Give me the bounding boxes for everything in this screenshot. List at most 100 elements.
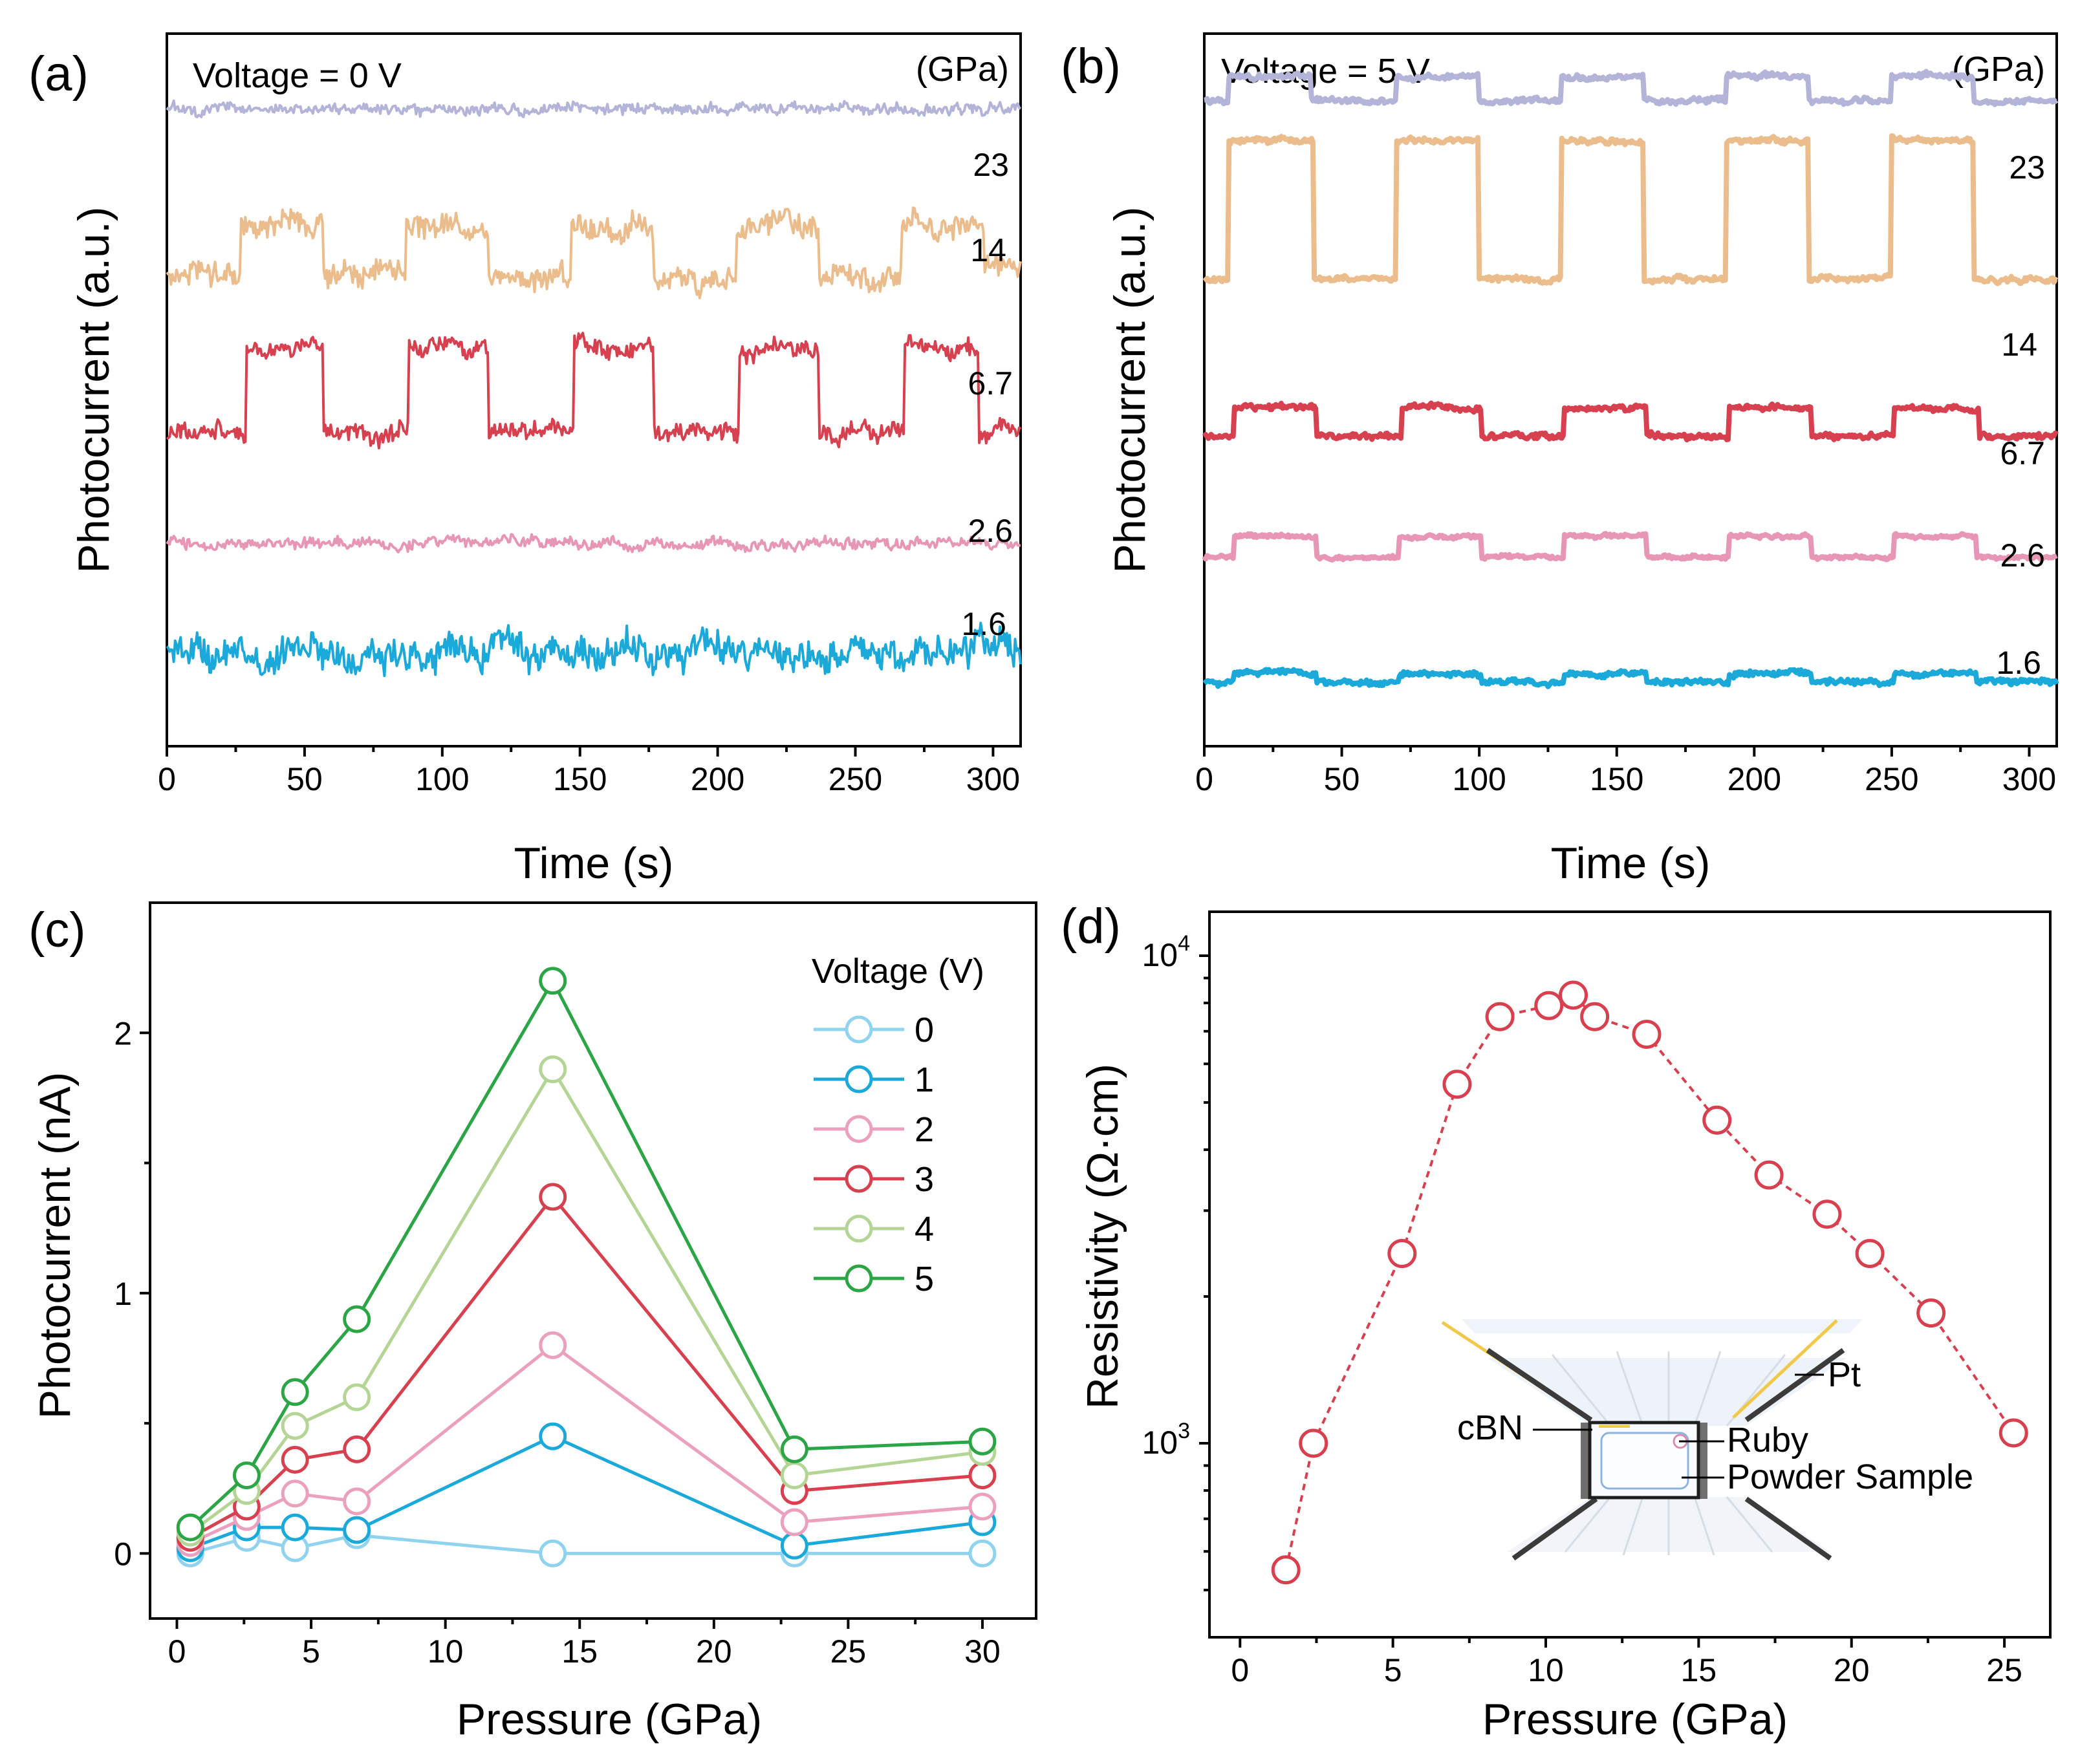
- c-x-tick-label-30: 30: [964, 1633, 1001, 1670]
- panel-a-unit-label: (GPa): [916, 50, 1009, 89]
- c-point-5v: [281, 1378, 309, 1406]
- x-tick-label-150: 150: [553, 761, 607, 797]
- c-legend-marker-0: [845, 1015, 873, 1044]
- trace-6-7-gpa: [1202, 400, 2059, 443]
- d-point: [1999, 1418, 2028, 1448]
- c-point-5v: [968, 1427, 997, 1456]
- c-x-tick-label-25: 25: [830, 1633, 867, 1670]
- panel-c-series: [176, 967, 997, 1567]
- c-point-1v: [539, 1422, 567, 1450]
- panel-b-traces: 23 14 6.7 2.6 1.6: [1202, 69, 2059, 689]
- inset-upper-anvil: [1488, 1358, 1847, 1426]
- c-x-tick-label-15: 15: [561, 1633, 598, 1670]
- c-legend-label-5: 5: [915, 1260, 934, 1298]
- x-tick-label-200: 200: [691, 761, 744, 797]
- x-tick-label-100: 100: [1452, 761, 1506, 797]
- inset-ruby-label: Ruby: [1727, 1421, 1808, 1459]
- trace-label-14: 14: [2001, 327, 2037, 363]
- c-point-5v: [176, 1513, 204, 1542]
- x-tick-label-150: 150: [1590, 761, 1643, 797]
- d-x-tick-label-25: 25: [1986, 1652, 2022, 1688]
- c-point-5v: [343, 1305, 371, 1333]
- d-point: [1580, 1002, 1610, 1031]
- trace-1-6-gpa: [166, 621, 1022, 678]
- panel-b-label: (b): [1061, 39, 1121, 94]
- panel-a-y-title: Photocurrent (a.u.): [69, 207, 118, 574]
- c-point-3v: [968, 1461, 997, 1490]
- x-tick-label-0: 0: [158, 761, 176, 797]
- d-x-tick-label-10: 10: [1528, 1652, 1564, 1688]
- panel-a-frame: [166, 32, 1022, 748]
- x-tick-label-50: 50: [1324, 761, 1360, 797]
- c-line-3v: [190, 1194, 983, 1540]
- c-point-2v: [968, 1492, 997, 1521]
- x-tick-label-50: 50: [287, 761, 323, 797]
- trace-14-gpa: [166, 206, 1022, 299]
- inset-sample-label: Powder Sample: [1727, 1457, 1973, 1496]
- panel-c-y-title: Photocurrent (nA): [30, 1072, 80, 1419]
- trace-6-7-gpa: [166, 332, 1022, 449]
- x-tick-label-100: 100: [415, 761, 469, 797]
- c-legend-marker-3: [845, 1165, 873, 1193]
- c-point-5v: [232, 1461, 261, 1490]
- d-point: [1632, 1020, 1662, 1049]
- trace-2-6-gpa: [166, 533, 1021, 554]
- d-point: [1387, 1239, 1417, 1269]
- c-line-1v: [190, 1434, 983, 1550]
- c-legend-marker-1: [845, 1065, 873, 1093]
- c-y-tick-label-2: 2: [114, 1015, 132, 1051]
- c-y-tick-label-1: 1: [114, 1276, 132, 1312]
- d-point: [1559, 980, 1588, 1010]
- d-point: [1485, 1002, 1515, 1031]
- panel-b-y-title: Photocurrent (a.u.): [1105, 207, 1154, 574]
- c-point-4v: [281, 1412, 309, 1440]
- panel-a-label: (a): [28, 47, 89, 102]
- c-legend-label-3: 3: [915, 1160, 934, 1199]
- inset-cbn-label: cBN: [1457, 1408, 1523, 1447]
- d-x-tick-label-0: 0: [1231, 1652, 1249, 1688]
- c-x-tick-label-10: 10: [428, 1633, 464, 1670]
- x-tick-label-300: 300: [2002, 761, 2056, 797]
- d-point: [1271, 1555, 1301, 1585]
- panel-a-traces: 23 14 6.7 2.6 1.6: [166, 99, 1022, 678]
- panel-b-x-title: Time (s): [1551, 839, 1711, 888]
- c-point-4v: [539, 1055, 567, 1084]
- x-tick-label-200: 200: [1728, 761, 1781, 797]
- c-point-5v: [780, 1435, 808, 1463]
- d-point: [1299, 1428, 1328, 1458]
- trace-2-6-gpa: [1202, 531, 2058, 563]
- d-point: [1916, 1298, 1946, 1328]
- x-tick-label-0: 0: [1195, 761, 1213, 797]
- panel-a-x-axis: 0 50 100 150 200 250 300: [158, 746, 1020, 797]
- c-point-3v: [281, 1445, 309, 1474]
- dac-inset-illustration: Pt cBN Ruby Powder Sample: [1441, 1319, 1973, 1561]
- inset-anvil-edge-lr: [1744, 1496, 1832, 1561]
- trace-label-1-6: 1.6: [1996, 645, 2041, 681]
- x-tick-label-250: 250: [1865, 761, 1918, 797]
- inset-powder-sample: [1600, 1432, 1689, 1490]
- inset-pt-label: Pt: [1828, 1355, 1861, 1394]
- d-y-tick-label-1000: 103: [1142, 1419, 1190, 1461]
- d-point: [1534, 991, 1564, 1020]
- c-point-2v: [343, 1487, 371, 1516]
- c-legend-marker-2: [845, 1115, 873, 1143]
- panel-d: (d) 0 5 10 15 20 25 103 104: [1061, 899, 2052, 1744]
- x-tick-label-250: 250: [829, 761, 882, 797]
- trace-label-1-6: 1.6: [961, 606, 1006, 642]
- c-point-2v: [539, 1331, 567, 1359]
- c-line-5v: [189, 977, 983, 1529]
- c-point-0v: [968, 1539, 997, 1567]
- d-point: [1702, 1105, 1732, 1135]
- panel-d-series: [1271, 980, 2028, 1585]
- trace-label-2-6: 2.6: [2000, 537, 2045, 574]
- x-tick-label-300: 300: [966, 761, 1020, 797]
- trace-1-6-gpa: [1202, 667, 2059, 689]
- c-legend-label-4: 4: [915, 1210, 934, 1249]
- trace-14-gpa: [1202, 133, 2059, 286]
- trace-label-23: 23: [2009, 149, 2045, 186]
- c-legend-label-0: 0: [915, 1011, 934, 1049]
- panel-c: (c) 0 5 10 15 20 25 30 0 1 2 Voltage (V) 0 1 2 3 4 5 P…: [28, 901, 1037, 1744]
- d-point: [1812, 1199, 1842, 1229]
